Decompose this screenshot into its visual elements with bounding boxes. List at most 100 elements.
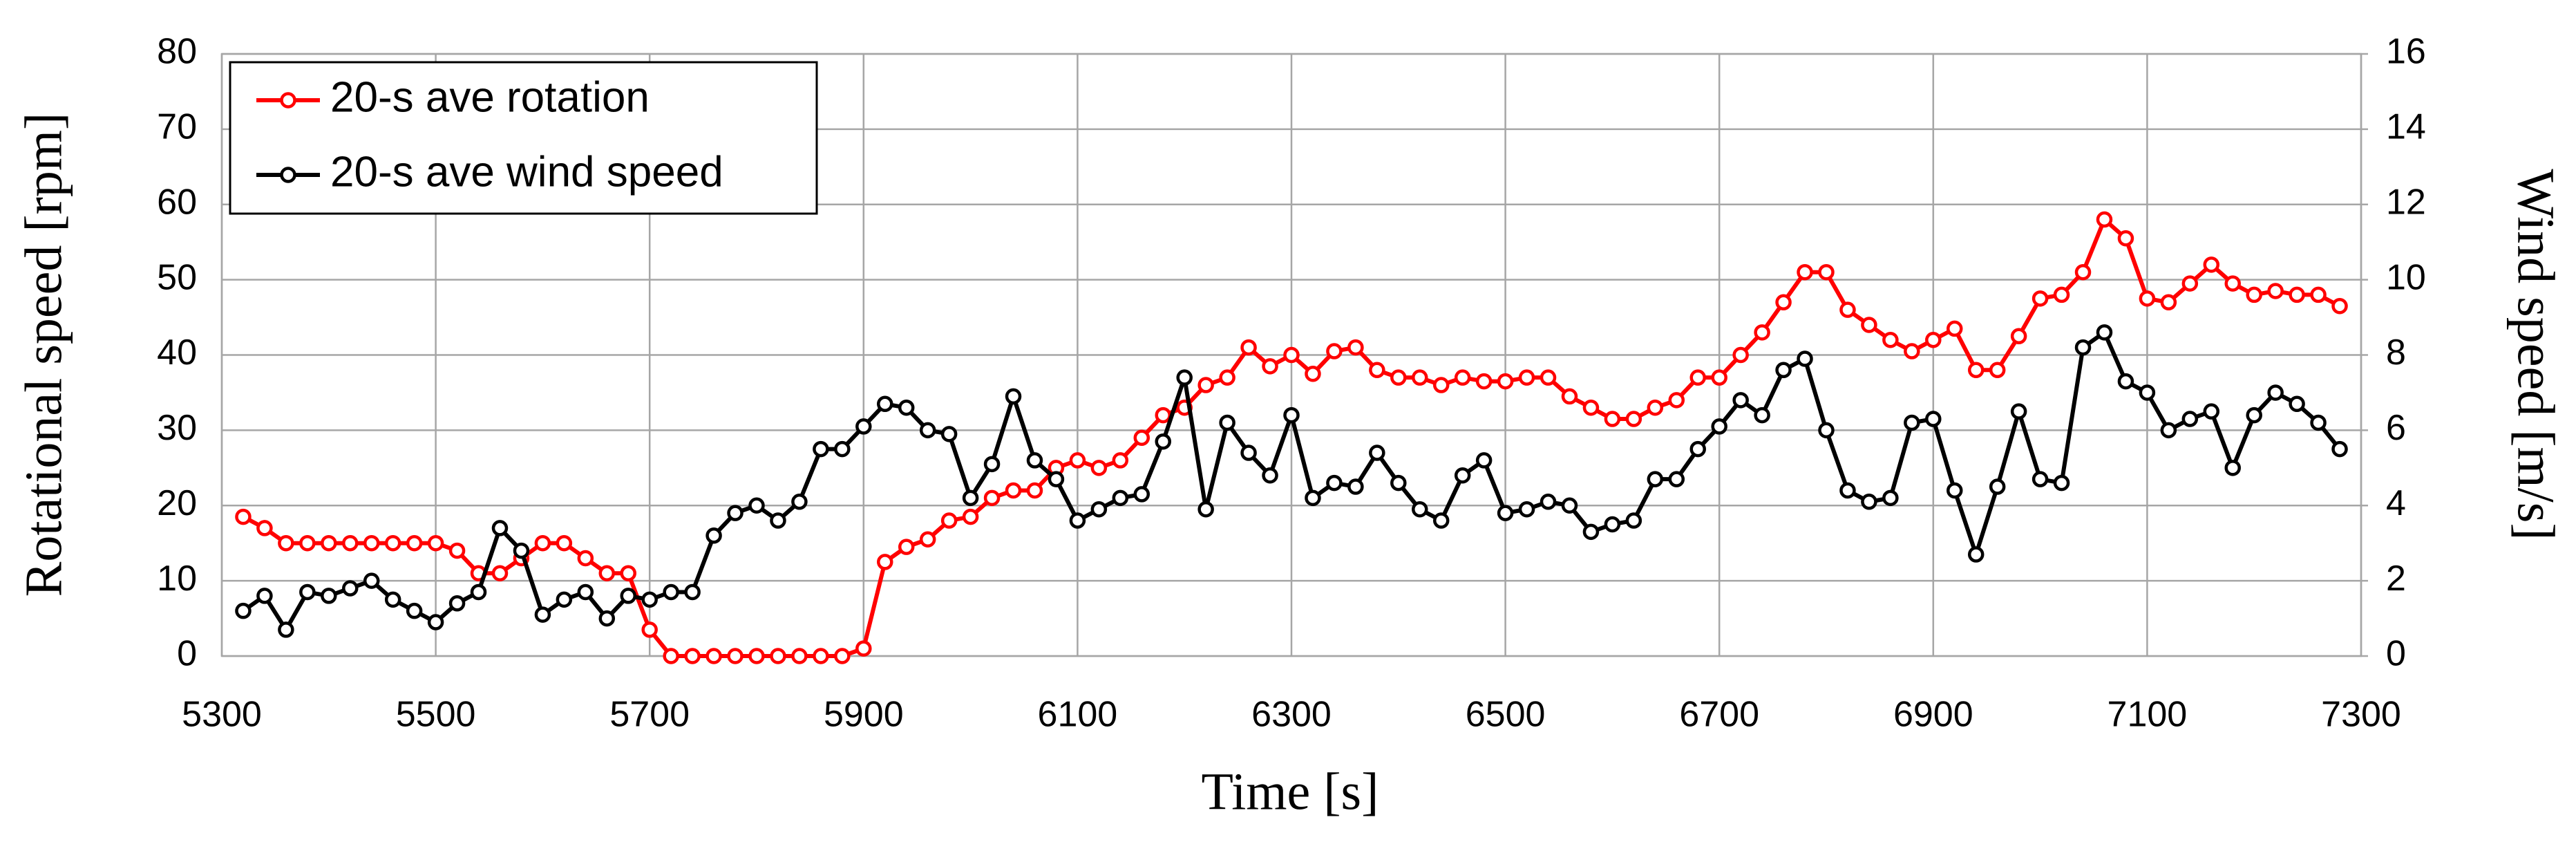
data-point — [2117, 230, 2134, 247]
data-point — [1925, 411, 1942, 427]
legend-marker — [280, 167, 296, 183]
data-point — [1026, 452, 1043, 469]
data-point — [748, 497, 765, 514]
data-point — [2181, 275, 2199, 292]
data-point — [406, 534, 423, 552]
data-point — [427, 534, 444, 552]
y2-tick-label: 8 — [2386, 333, 2406, 373]
data-point — [1861, 494, 1877, 510]
data-point — [384, 534, 401, 552]
data-point — [1947, 482, 1963, 499]
legend-label: 20-s ave rotation — [330, 73, 650, 121]
x-tick-label: 7100 — [2108, 695, 2188, 735]
data-point — [1475, 373, 1493, 390]
data-point — [470, 583, 487, 601]
data-point — [1518, 500, 1535, 518]
data-point — [748, 648, 765, 664]
data-point — [2053, 286, 2070, 303]
data-point — [491, 520, 509, 536]
data-point — [2246, 406, 2262, 424]
data-point — [256, 520, 273, 536]
data-point — [556, 591, 573, 608]
y2-tick-label: 14 — [2386, 107, 2426, 147]
data-point — [448, 542, 466, 559]
data-point — [1133, 429, 1150, 447]
data-point — [684, 583, 701, 601]
data-point — [1561, 497, 1578, 514]
data-point — [2117, 373, 2134, 390]
y-tick-label: 50 — [157, 257, 197, 297]
data-point — [363, 572, 380, 589]
data-point — [256, 588, 273, 604]
y2-tick-label: 2 — [2386, 559, 2406, 599]
data-point — [1947, 320, 1963, 337]
x-tick-label: 6300 — [1251, 695, 1332, 735]
data-point — [1689, 440, 1706, 458]
data-point — [299, 534, 316, 552]
data-point — [235, 508, 252, 525]
data-point — [513, 542, 530, 559]
data-point — [1390, 369, 1407, 386]
data-point — [641, 621, 658, 638]
data-point — [1090, 500, 1108, 518]
data-point — [2310, 414, 2327, 431]
data-point — [363, 534, 380, 552]
data-point — [1454, 467, 1471, 484]
data-point — [705, 648, 722, 664]
data-point — [834, 440, 851, 458]
data-point — [1989, 362, 2006, 379]
data-point — [1967, 546, 1985, 563]
data-point — [534, 534, 551, 552]
data-point — [2160, 294, 2177, 311]
y2-tick-label: 10 — [2386, 257, 2426, 297]
x-tick-label: 6500 — [1466, 695, 1546, 735]
data-point — [2203, 403, 2220, 420]
data-point — [448, 595, 466, 612]
data-point — [620, 588, 636, 604]
data-point — [1732, 346, 1749, 364]
legend-box — [229, 61, 818, 215]
data-point — [1925, 331, 1942, 348]
y2-axis-title: Wind speed [m/s] — [2507, 169, 2565, 540]
data-point — [983, 456, 1001, 473]
x-tick-label: 5700 — [609, 695, 690, 735]
data-point — [2160, 422, 2177, 439]
data-point — [427, 614, 444, 630]
data-point — [2331, 440, 2348, 458]
data-point — [1797, 263, 1813, 281]
data-point — [2139, 290, 2156, 307]
data-point — [1326, 343, 1343, 359]
data-point — [2331, 297, 2348, 315]
data-point — [1197, 377, 1214, 393]
data-point — [321, 588, 337, 604]
data-point — [705, 527, 722, 544]
data-point — [834, 648, 851, 664]
data-point — [1967, 362, 1985, 379]
y-tick-label: 20 — [157, 483, 197, 523]
data-point — [1561, 388, 1578, 405]
data-point — [1689, 369, 1706, 386]
data-point — [2096, 324, 2113, 341]
data-point — [1005, 388, 1022, 405]
data-point — [598, 610, 616, 627]
data-point — [2053, 474, 2070, 492]
data-point — [2074, 339, 2092, 356]
data-point — [898, 399, 915, 416]
data-point — [1818, 263, 1835, 281]
data-point — [342, 580, 359, 597]
data-point — [1475, 452, 1493, 469]
data-point — [2310, 286, 2327, 303]
data-point — [1904, 414, 1920, 431]
data-point — [1625, 411, 1642, 427]
data-point — [1262, 358, 1278, 375]
legend-marker — [280, 92, 296, 109]
data-point — [1176, 369, 1193, 386]
data-point — [1839, 301, 1856, 318]
data-point — [1240, 339, 1257, 356]
data-point — [1240, 445, 1257, 461]
data-point — [1754, 324, 1770, 341]
data-point — [1625, 512, 1642, 529]
data-point — [1305, 489, 1321, 507]
y-tick-label: 70 — [157, 107, 197, 147]
data-point — [1005, 482, 1022, 499]
